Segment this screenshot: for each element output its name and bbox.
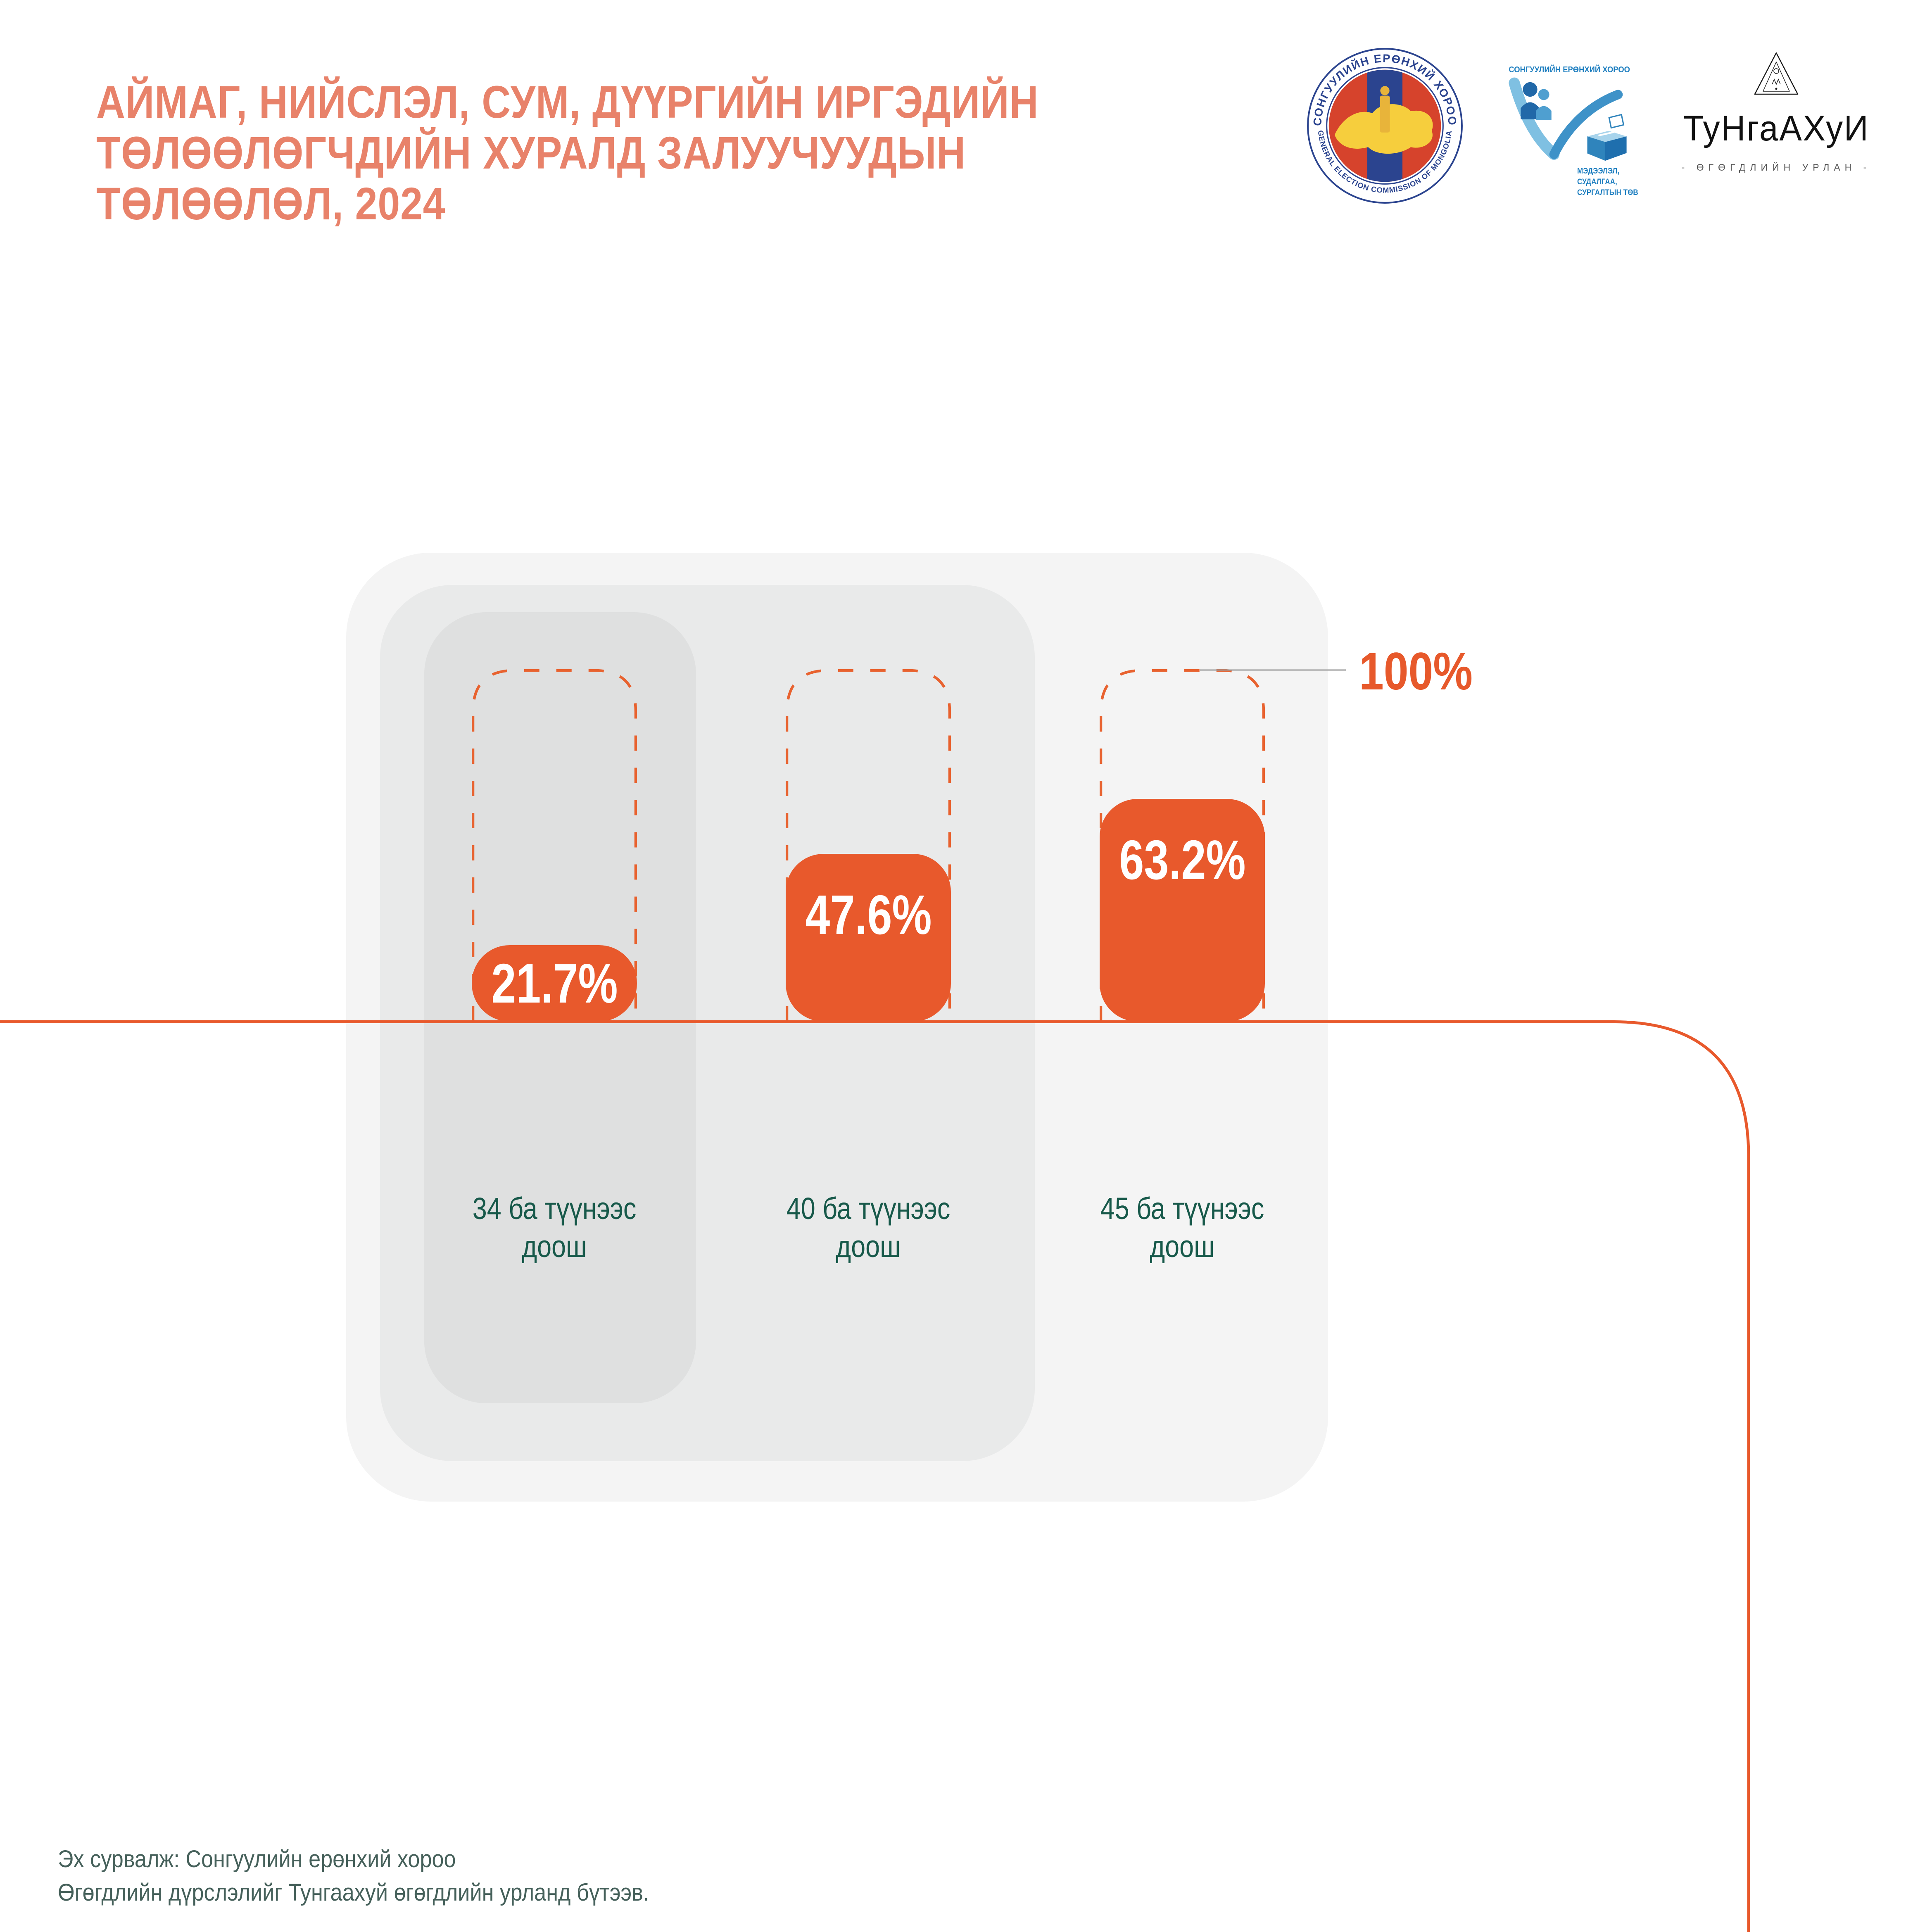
tungaakhui-tagline: - ӨГӨГДЛИЙН УРЛАН - xyxy=(1681,162,1871,173)
category-label-under45: 45 ба түүнээс доош xyxy=(1067,1190,1298,1266)
category-label-under40: 40 ба түүнээс доош xyxy=(753,1190,984,1266)
dashed-outline-path xyxy=(472,669,637,1022)
bar-under40: 47.6% xyxy=(786,853,951,1022)
triangle-outer xyxy=(1754,52,1799,95)
seal-emblem xyxy=(1334,69,1433,182)
bar-value-under34: 21.7% xyxy=(491,952,618,1015)
dashed-outline-path xyxy=(1100,669,1265,1022)
category-under34-line2: доош xyxy=(522,1229,587,1264)
page-title-line3: ТӨЛӨӨЛӨЛ, 2024 xyxy=(96,178,446,229)
page-title: АЙМАГ, НИЙСЛЭЛ, СУМ, ДҮҮРГИЙН ИРГЭДИЙН Т… xyxy=(96,77,1170,229)
reference-outline-under40 xyxy=(786,669,951,1022)
dashed-outline-path xyxy=(786,669,951,1022)
logo-person2-head xyxy=(1538,89,1549,100)
election-center-logo-title: СОНГУУЛИЙН ЕРӨНХИЙ ХОРОО xyxy=(1509,65,1630,74)
logo-person1-head xyxy=(1523,82,1538,97)
bar-under34: 21.7% xyxy=(472,945,637,1022)
gec-seal-logo: СОНГУУЛИЙН ЕРӨНХИЙ ХОРОО GENERAL ELECTIO… xyxy=(1307,48,1463,204)
bar-value-under40: 47.6% xyxy=(805,883,932,946)
page-title-line1: АЙМАГ, НИЙСЛЭЛ, СУМ, ДҮҮРГИЙН ИРГЭДИЙН xyxy=(96,77,1039,128)
election-center-sub1: МЭДЭЭЛЭЛ, xyxy=(1577,167,1620,176)
tungaakhui-triangle-icon xyxy=(1754,52,1799,95)
logo-swoosh-left xyxy=(1509,77,1560,160)
seal-soyombo-flame xyxy=(1380,86,1390,95)
logo-person1-body xyxy=(1521,102,1540,119)
tungaakhui-wordmark: ТуНгаАХуИ xyxy=(1683,109,1870,148)
tungaakhui-logo: ТуНгаАХуИ - ӨГӨГДЛИЙН УРЛАН - xyxy=(1661,50,1892,194)
category-under40-line1: 40 ба түүнээс xyxy=(786,1191,951,1226)
logo-ballot-box-top xyxy=(1587,131,1627,142)
logo-ballot-slot xyxy=(1598,131,1614,137)
triangle-dot xyxy=(1775,88,1778,90)
bar-value-under45: 63.2% xyxy=(1119,828,1246,891)
bar-column-under45: 63.2% xyxy=(1100,669,1265,1022)
reference-outline-under45 xyxy=(1100,669,1265,1022)
election-center-logo-mark xyxy=(1509,77,1627,161)
logo-person2-body xyxy=(1536,106,1552,120)
bar-column-under34: 21.7% xyxy=(472,669,637,1022)
category-label-under34: 34 ба түүнээс доош xyxy=(439,1190,670,1266)
category-under40-line2: доош xyxy=(836,1229,901,1264)
source-line1: Эх сурвалж: Сонгуулийн ерөнхий хороо xyxy=(58,1846,456,1873)
election-center-logo-subtitle: МЭДЭЭЛЭЛ, СУДАЛГАА, СУРГАЛТЫН ТӨВ xyxy=(1577,166,1638,198)
page-title-line2: ТӨЛӨӨЛӨГЧДИЙН ХУРАЛД ЗАЛУУЧУУДЫН xyxy=(96,128,966,178)
bar-column-under40: 47.6% xyxy=(786,669,951,1022)
election-center-sub3: СУРГАЛТЫН ТӨВ xyxy=(1577,188,1638,197)
category-under45-line1: 45 ба түүнээс xyxy=(1100,1191,1264,1226)
triangle-m-glyph xyxy=(1772,78,1781,85)
category-under34-line1: 34 ба түүнээс xyxy=(472,1191,637,1226)
logo-ballot-paper xyxy=(1608,114,1625,129)
category-under45-line2: доош xyxy=(1150,1229,1215,1264)
seal-inner-ring xyxy=(1326,67,1444,185)
reference-outline-under34 xyxy=(472,669,637,1022)
election-center-logo: СОНГУУЛИЙН ЕРӨНХИЙ ХОРОО МЭДЭЭЛЭЛ, СУДАЛ… xyxy=(1504,58,1638,207)
source-note: Эх сурвалж: Сонгуулийн ерөнхий хороо Өгө… xyxy=(58,1842,1049,1909)
logo-swoosh-right xyxy=(1549,90,1623,159)
seal-soyombo-column xyxy=(1380,95,1390,133)
logo-ballot-box-front xyxy=(1587,136,1605,161)
triangle-inner xyxy=(1763,62,1790,92)
logo-ballot-box-side xyxy=(1605,136,1627,161)
bar-under45: 63.2% xyxy=(1100,798,1265,1022)
source-line2: Өгөгдлийн дүрслэлийг Тунгаахуй өгөгдлийн… xyxy=(58,1879,649,1906)
triangle-eye xyxy=(1773,68,1779,74)
reference-max-label: 100% xyxy=(1359,642,1473,701)
election-center-sub2: СУДАЛГАА, xyxy=(1577,178,1617,186)
